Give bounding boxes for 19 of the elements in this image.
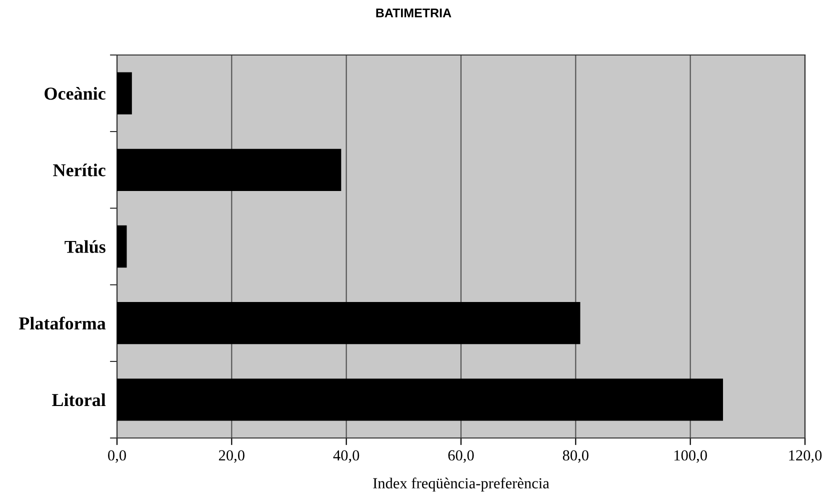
y-tick-label: Oceànic: [44, 87, 106, 100]
y-tick-label: Talús: [64, 240, 106, 253]
bar: [117, 302, 580, 344]
x-tick-label: 0,0: [108, 450, 126, 463]
bar: [117, 378, 724, 421]
x-tick-label: 60,0: [448, 450, 474, 463]
x-tick-label: 120,0: [789, 450, 822, 463]
bar: [117, 72, 132, 114]
y-tick-label: Nerític: [53, 164, 106, 176]
bar: [117, 148, 342, 191]
bar: [117, 225, 127, 268]
x-tick-label: 80,0: [562, 450, 588, 463]
x-axis-title: Index freqüència-preferència: [373, 478, 550, 492]
y-tick-label: Plataforma: [18, 316, 106, 330]
x-tick-label: 40,0: [333, 450, 360, 463]
y-tick-label: Litoral: [52, 393, 106, 406]
x-tick-label: 100,0: [674, 450, 707, 463]
x-tick-label: 20,0: [218, 450, 244, 463]
chart-title: BATIMETRIA: [376, 8, 452, 18]
